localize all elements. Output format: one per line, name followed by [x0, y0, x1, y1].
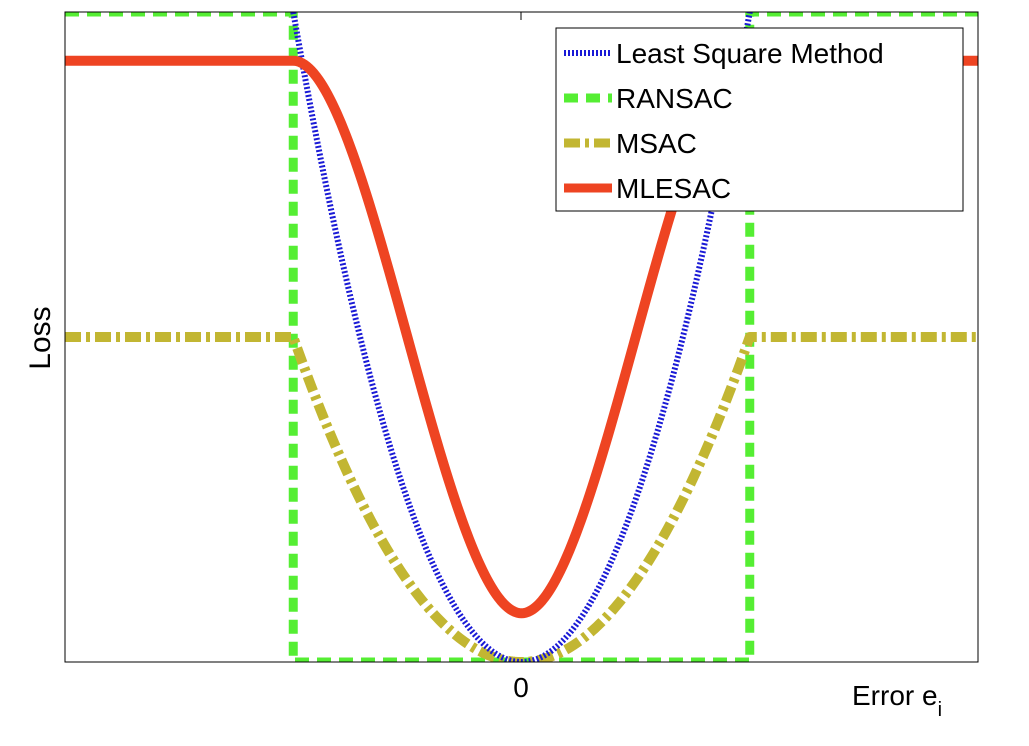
x-axis-label-subscript: i — [938, 699, 942, 721]
x-tick-label-0: 0 — [513, 672, 529, 703]
x-axis-label: Error ei — [852, 680, 942, 721]
legend-box — [555, 27, 964, 212]
legend-label-least-square-method: Least Square Method — [616, 38, 884, 69]
legend: Least Square Method RANSAC MSAC MLESAC — [555, 27, 964, 212]
legend-label-mlesac: MLESAC — [616, 173, 731, 204]
legend-label-msac: MSAC — [616, 128, 697, 159]
series-line-msac — [65, 332, 978, 662]
x-axis-label-main: Error e — [852, 680, 938, 711]
legend-label-ransac: RANSAC — [616, 83, 733, 114]
y-axis-label: Loss — [24, 306, 57, 369]
